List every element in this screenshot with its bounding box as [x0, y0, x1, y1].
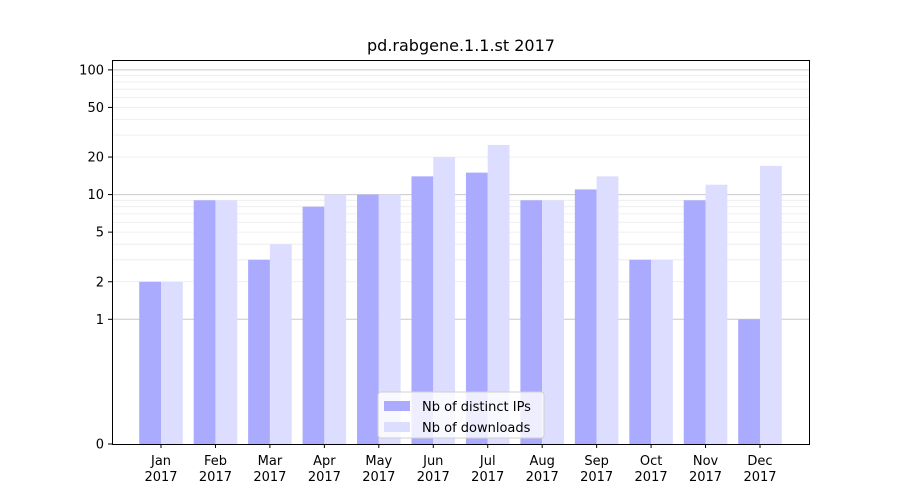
bar-downloads [269, 244, 292, 444]
x-axis: Jan 2017 Feb 2017 Mar 2017 Apr 2017 May 2017 Jun 20… [144, 444, 777, 485]
bar-distinct-ips [683, 200, 706, 444]
y-tick-label: 2 [96, 275, 104, 290]
bar-downloads [487, 144, 510, 445]
x-tick-label: Jan 2017 [144, 454, 177, 485]
plot-frame [112, 60, 810, 445]
bar-downloads [542, 200, 564, 444]
bar-downloads [324, 194, 347, 444]
x-tick-label: Jun 2017 [417, 454, 450, 485]
y-tick-label: 10 [87, 188, 104, 203]
x-tick-label: Oct 2017 [635, 454, 668, 485]
x-tick-label: Nov 2017 [689, 454, 722, 485]
legend-label: Nb of downloads [422, 421, 531, 436]
x-tick-label: May 2017 [362, 454, 395, 485]
bar-distinct-ips [629, 259, 652, 444]
bar-distinct-ips [574, 189, 597, 444]
bar-distinct-ips [465, 172, 488, 444]
y-axis: 0 1 2 5 10 20 50 100 [79, 63, 112, 453]
x-tick-label: Dec 2017 [743, 454, 776, 485]
legend: Nb of distinct IPs Nb of downloads [377, 391, 545, 439]
x-tick-label: Aug 2017 [526, 454, 559, 485]
bars [139, 144, 782, 445]
bar-distinct-ips [139, 281, 162, 444]
bar-downloads [759, 165, 782, 444]
x-tick-label: Sep 2017 [580, 454, 613, 485]
bar-distinct-ips [248, 259, 270, 444]
bar-distinct-ips [411, 176, 434, 444]
legend-box [377, 391, 545, 439]
legend-label: Nb of distinct IPs [422, 400, 531, 415]
y-tick-label: 5 [96, 226, 104, 241]
legend-swatch [384, 401, 410, 411]
bar-distinct-ips [520, 200, 543, 444]
bar-distinct-ips [193, 200, 216, 444]
bar-distinct-ips [302, 206, 325, 444]
bar-distinct-ips [738, 319, 760, 444]
bar-distinct-ips [357, 194, 379, 444]
bar-downloads [705, 184, 728, 444]
bar-downloads [596, 176, 619, 444]
y-tick-label: 1 [96, 313, 104, 328]
x-tick-label: Apr 2017 [308, 454, 341, 485]
bar-downloads [378, 194, 401, 444]
bar-downloads [433, 157, 456, 444]
x-tick-label: Feb 2017 [199, 454, 232, 485]
chart-title: pd.rabgene.1.1.st 2017 [367, 36, 555, 55]
bar-downloads [215, 200, 238, 444]
x-tick-label: Jul 2017 [471, 454, 504, 485]
y-tick-label: 100 [79, 63, 104, 78]
x-tick-label: Mar 2017 [253, 454, 286, 485]
y-tick-label: 0 [96, 438, 104, 453]
legend-swatch [384, 422, 410, 432]
bar-downloads [651, 259, 673, 444]
y-tick-label: 20 [87, 151, 104, 166]
bar-downloads [161, 281, 183, 444]
y-tick-label: 50 [87, 101, 104, 116]
